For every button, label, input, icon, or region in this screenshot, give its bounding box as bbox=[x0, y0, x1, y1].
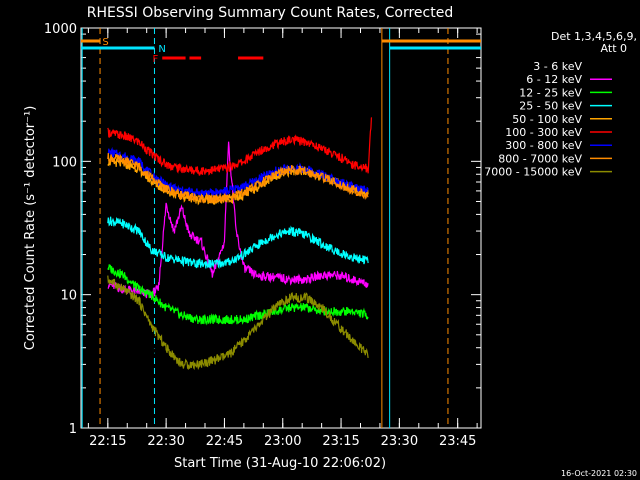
saa-flag-label: S bbox=[102, 37, 108, 48]
generation-timestamp: 16-Oct-2021 02:30 bbox=[561, 469, 637, 478]
legend-label: 100 - 300 keV bbox=[505, 126, 582, 139]
legend-label: 6 - 12 keV bbox=[526, 73, 582, 86]
y-axis-label: Corrected Count Rate (s⁻¹ detector⁻¹) bbox=[23, 106, 38, 351]
series-line bbox=[107, 153, 369, 204]
y-tick-label: 10 bbox=[60, 289, 77, 304]
x-tick-label: 23:15 bbox=[322, 434, 359, 449]
night-flag-label: N bbox=[158, 44, 165, 55]
attenuator-note: Att 0 bbox=[601, 42, 627, 55]
detector-note: Det 1,3,4,5,6,9, bbox=[551, 30, 637, 43]
y-tick-label: 1 bbox=[69, 422, 77, 437]
chart-title: RHESSI Observing Summary Count Rates, Co… bbox=[87, 5, 453, 21]
x-tick-label: 22:15 bbox=[89, 434, 126, 449]
x-tick-label: 23:00 bbox=[264, 434, 301, 449]
x-tick-label: 23:30 bbox=[381, 434, 418, 449]
legend-label: 7000 - 15000 keV bbox=[484, 166, 582, 179]
x-tick-label: 22:30 bbox=[147, 434, 184, 449]
y-tick-label: 1000 bbox=[44, 22, 77, 37]
series-line bbox=[107, 275, 369, 371]
legend-label: 50 - 100 keV bbox=[512, 113, 582, 126]
y-tick-label: 100 bbox=[52, 155, 77, 170]
legend-label: 3 - 6 keV bbox=[533, 60, 582, 73]
plot-area: 1 10 100 1000 22:15 22:30 22:45 23:00 23:15 23:30… bbox=[44, 22, 482, 449]
series-line bbox=[107, 117, 373, 176]
x-tick-label: 22:45 bbox=[206, 434, 243, 449]
x-axis-label: Start Time (31-Aug-10 22:06:02) bbox=[174, 456, 386, 471]
legend-label: 800 - 7000 keV bbox=[498, 152, 582, 165]
x-tick-label: 23:45 bbox=[439, 434, 476, 449]
plot-frame bbox=[80, 27, 482, 429]
series-line bbox=[107, 213, 369, 407]
flare-flag-label: F bbox=[153, 54, 159, 65]
legend-label: 12 - 25 keV bbox=[519, 86, 582, 99]
legend-label: 300 - 800 keV bbox=[505, 139, 582, 152]
legend-label: 25 - 50 keV bbox=[519, 100, 582, 113]
series-line bbox=[107, 216, 369, 269]
